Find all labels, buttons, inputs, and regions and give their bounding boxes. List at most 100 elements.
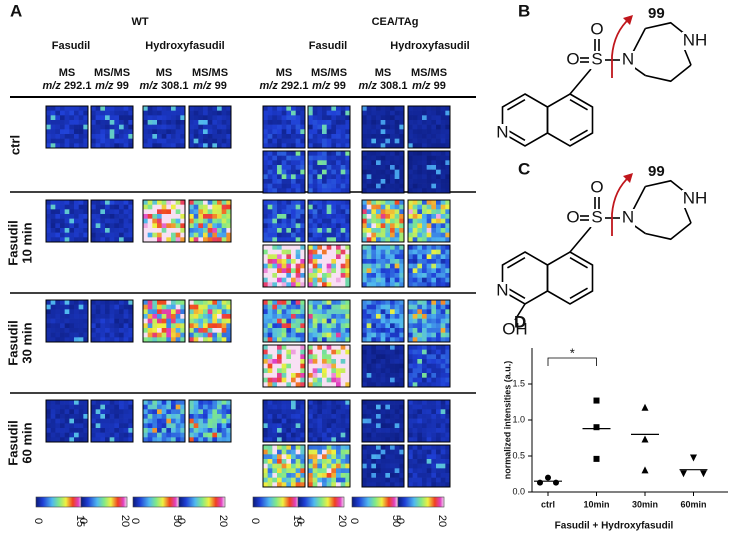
heatmap-cell: [340, 318, 346, 324]
heatmap-cell: [119, 110, 124, 116]
heatmap-cell: [180, 124, 186, 130]
heatmap-tile: [262, 444, 306, 488]
heatmap-cell: [105, 423, 110, 429]
heatmap-cell: [281, 169, 287, 175]
heatmap-cell: [345, 106, 351, 111]
heatmap-cell: [380, 138, 386, 144]
heatmap-cell: [291, 414, 296, 419]
heatmap-cell: [371, 359, 377, 364]
heatmap-cell: [198, 200, 204, 205]
heatmap-cell: [119, 337, 124, 343]
heatmap-cell: [217, 304, 222, 310]
heatmap-cell: [385, 359, 391, 364]
heatmap-cell: [300, 237, 306, 243]
heatmap-cell: [331, 169, 337, 175]
heatmap-cell: [390, 277, 395, 283]
heatmap-cell: [426, 328, 432, 333]
heatmap-cell: [408, 349, 413, 355]
heatmap-cell: [277, 228, 282, 233]
heatmap-cell: [417, 337, 423, 343]
heatmap-cell: [55, 404, 61, 410]
heatmap-cell: [440, 304, 446, 310]
heatmap-cell: [175, 218, 181, 224]
heatmap-cell: [345, 349, 351, 355]
heatmap-cell: [308, 449, 313, 455]
heatmap-cell: [336, 454, 341, 460]
heatmap-cell: [109, 409, 115, 415]
heatmap-cell: [362, 418, 367, 424]
heatmap-cell: [109, 232, 115, 238]
heatmap-cell: [180, 218, 186, 224]
atom-n: N: [622, 49, 634, 68]
heatmap-cell: [277, 254, 282, 260]
heatmap-cell: [308, 237, 313, 243]
heatmap-cell: [217, 223, 222, 229]
heatmap-cell: [312, 404, 318, 410]
heatmap-cell: [399, 482, 405, 488]
heatmap-cell: [394, 409, 400, 415]
heatmap-cell: [263, 110, 268, 116]
heatmap-cell: [366, 468, 372, 474]
heatmap-cell: [440, 418, 446, 424]
heatmap-cell: [336, 414, 341, 419]
heatmap-cell: [69, 314, 75, 319]
heatmap-cell: [226, 134, 232, 139]
y-axis-label: normalized intensities (a.u.): [502, 361, 512, 480]
heatmap-cell: [340, 188, 346, 194]
heatmap-cell: [317, 214, 323, 219]
heatmap-cell: [109, 124, 115, 130]
y-tick-label: 1.0: [512, 414, 525, 424]
heatmap-cell: [422, 204, 427, 210]
heatmap-cell: [50, 318, 56, 324]
heatmap-cell: [431, 337, 437, 343]
heatmap-cell: [417, 314, 423, 319]
heatmap-cell: [417, 363, 423, 369]
mz-unit: m/z: [412, 80, 431, 92]
heatmap-cell: [340, 228, 346, 233]
colorbar: [178, 496, 226, 508]
heatmap-cell: [109, 120, 115, 125]
heatmap-cell: [123, 204, 129, 210]
heatmap-cell: [55, 323, 61, 329]
heatmap-cell: [180, 404, 186, 410]
heatmap-cell: [147, 106, 153, 111]
heatmap-cell: [277, 382, 282, 388]
heatmap-cell: [431, 209, 437, 215]
heatmap-cell: [440, 223, 446, 229]
heatmap-cell: [50, 223, 56, 229]
heatmap-cell: [380, 124, 386, 130]
heatmap-cell: [394, 373, 400, 378]
heatmap-cell: [417, 400, 423, 405]
heatmap-cell: [207, 309, 213, 315]
heatmap-cell: [322, 204, 327, 210]
heatmap-cell: [412, 482, 418, 488]
heatmap-cell: [281, 273, 287, 278]
heatmap-cell: [74, 414, 79, 419]
heatmap-cell: [83, 200, 89, 205]
heatmap-cell: [340, 373, 346, 378]
heatmap-cell: [408, 183, 413, 189]
tile-border: [407, 199, 451, 243]
tile-border: [90, 399, 134, 443]
heatmap-cell: [362, 404, 367, 410]
heatmap-cell: [345, 482, 351, 488]
heatmap-cell: [78, 432, 84, 438]
heatmap-tile: [90, 199, 134, 243]
heatmap-cell: [277, 428, 282, 433]
heatmap-cell: [180, 309, 186, 315]
heatmap-cell: [91, 418, 96, 424]
heatmap-cell: [300, 377, 306, 383]
heatmap-cell: [326, 359, 332, 364]
heatmap-cell: [385, 249, 391, 255]
heatmap-cell: [161, 404, 167, 410]
heatmap-cell: [286, 359, 292, 364]
heatmap-cell: [340, 304, 346, 310]
heatmap-cell: [217, 200, 222, 205]
heatmap-cell: [412, 349, 418, 355]
heatmap-cell: [175, 237, 181, 243]
heatmap-cell: [417, 454, 423, 460]
heatmap-cell: [366, 400, 372, 405]
heatmap-cell: [50, 328, 56, 333]
heatmap-cell: [312, 169, 318, 175]
heatmap-cell: [426, 282, 432, 288]
